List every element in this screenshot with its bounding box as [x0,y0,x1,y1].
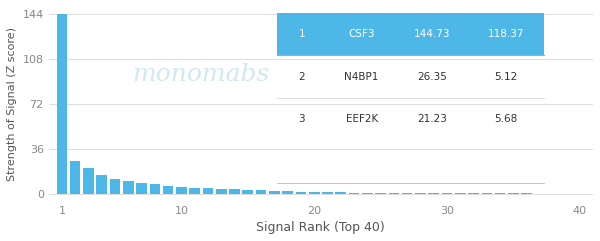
Bar [322,192,333,194]
Text: 144.73: 144.73 [414,29,451,39]
Bar [176,187,187,194]
Y-axis label: Strength of Signal (Z score): Strength of Signal (Z score) [7,27,17,181]
Bar [123,181,134,194]
Bar [83,168,94,194]
Bar [163,186,173,194]
Bar [309,192,320,194]
Text: S score: S score [484,29,527,39]
Bar [283,191,293,194]
Bar [56,13,67,194]
Bar [149,184,160,194]
Bar [389,193,399,194]
Bar [375,193,386,194]
Bar [190,187,200,194]
Bar [415,193,426,194]
Text: Z score: Z score [411,29,454,39]
Bar [362,193,373,194]
Bar [296,192,306,194]
Text: 26.35: 26.35 [418,72,448,82]
Bar [110,179,121,194]
Text: 2: 2 [298,72,305,82]
Bar [216,189,227,194]
Bar [349,193,359,194]
Bar [70,161,80,194]
Bar [203,188,213,194]
Text: CSF3: CSF3 [349,29,375,39]
Text: EEF2K: EEF2K [346,114,378,124]
Bar [269,191,280,194]
Text: 3: 3 [298,114,305,124]
Text: monomabs: monomabs [133,63,270,86]
Text: 5.68: 5.68 [494,114,518,124]
Text: 118.37: 118.37 [488,29,524,39]
Text: N4BP1: N4BP1 [344,72,379,82]
Bar [482,193,492,194]
Bar [402,193,412,194]
Bar [455,193,466,194]
Bar [97,175,107,194]
Text: 5.12: 5.12 [494,72,518,82]
Bar [256,190,266,194]
Bar [468,193,479,194]
Bar [335,192,346,194]
Bar [428,193,439,194]
Bar [442,193,452,194]
Text: Protein: Protein [340,29,383,39]
Text: Rank: Rank [287,29,317,39]
Text: 1: 1 [298,29,305,39]
Bar [136,183,147,194]
FancyBboxPatch shape [277,13,544,55]
Text: 21.23: 21.23 [418,114,448,124]
Bar [229,189,240,194]
X-axis label: Signal Rank (Top 40): Signal Rank (Top 40) [256,221,385,234]
Bar [242,190,253,194]
